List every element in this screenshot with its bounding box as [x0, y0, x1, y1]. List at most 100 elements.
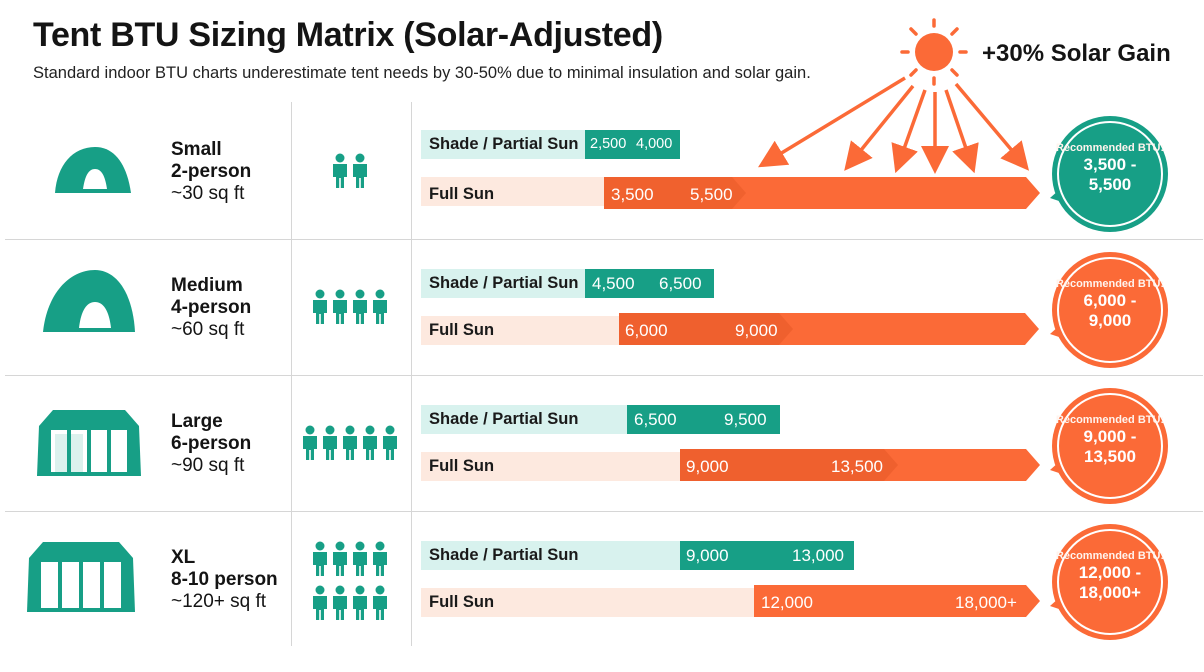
person-icon	[383, 425, 397, 460]
person-icon	[353, 585, 367, 620]
full-sun-category-label: Full Sun	[429, 185, 495, 203]
tent-size-name: Large	[171, 411, 223, 432]
tent-size-name: Medium	[171, 275, 243, 296]
person-icon	[373, 585, 387, 620]
shade-category-label: Shade / Partial Sun	[429, 410, 579, 428]
tent-size-name: XL	[171, 547, 196, 568]
shade-high-value: 9,500	[724, 410, 767, 429]
full-sun-high-value: 5,500	[690, 185, 733, 204]
row-divider	[5, 511, 1203, 512]
person-icon	[373, 289, 387, 324]
person-icon	[313, 289, 327, 324]
shade-bar-background	[421, 405, 627, 434]
person-icon	[333, 289, 347, 324]
full-sun-low-value: 3,500	[611, 185, 654, 204]
tent-info: Medium 4-person ~60 sq ft	[171, 275, 251, 341]
solar-gain-label: +30% Solar Gain	[982, 40, 1171, 67]
full-sun-range-bar	[619, 313, 1039, 345]
full-sun-high-value: 9,000	[735, 321, 778, 340]
full-sun-range-bar	[754, 585, 1040, 617]
people-icons	[313, 289, 393, 338]
person-icon	[353, 289, 367, 324]
full-sun-low-value: 6,000	[625, 321, 668, 340]
person-icon	[353, 541, 367, 576]
full-sun-category-label: Full Sun	[429, 457, 495, 475]
person-icon	[333, 153, 347, 188]
recommended-text: Recommended BTU: 6,000 -9,000	[1055, 278, 1165, 331]
tent-capacity: 8-10 person	[171, 569, 278, 590]
tent-area: ~30 sq ft	[171, 183, 245, 204]
tent-info: Small 2-person ~30 sq ft	[171, 139, 251, 205]
chart-title: Tent BTU Sizing Matrix (Solar-Adjusted)	[33, 16, 663, 54]
person-icon	[303, 425, 317, 460]
recommended-label: Recommended BTU:	[1055, 414, 1165, 426]
recommended-value: 9,000 -13,500	[1083, 427, 1137, 466]
shade-high-value: 4,000	[636, 136, 673, 152]
person-icon	[373, 541, 387, 576]
full-sun-low-value: 12,000	[761, 593, 813, 612]
people-icons	[333, 153, 373, 202]
person-icon	[313, 541, 327, 576]
people-icons	[303, 425, 403, 474]
person-icon	[333, 585, 347, 620]
shade-bar-background	[421, 130, 585, 159]
recommended-badge	[1050, 524, 1168, 640]
chart-subtitle: Standard indoor BTU charts underestimate…	[33, 64, 811, 82]
tent-area: ~120+ sq ft	[171, 591, 267, 612]
shade-bar-background	[421, 269, 585, 298]
full-sun-bar-background	[421, 316, 621, 345]
shade-range-bar	[585, 130, 680, 159]
tent-info: XL 8-10 person ~120+ sq ft	[171, 547, 278, 613]
shade-range-bar	[680, 541, 854, 570]
full-sun-category-label: Full Sun	[429, 593, 495, 611]
shade-low-value: 9,000	[686, 546, 729, 565]
full-sun-high-value: 18,000+	[955, 593, 1017, 612]
recommended-badge	[1050, 388, 1168, 504]
recommended-text: Recommended BTU: 9,000 -13,500	[1055, 414, 1165, 467]
full-sun-bar-background	[421, 177, 605, 206]
column-divider	[411, 102, 412, 646]
recommended-label: Recommended BTU:	[1055, 550, 1165, 562]
recommended-label: Recommended BTU:	[1055, 142, 1165, 154]
sun-icon	[900, 18, 968, 86]
tent-info: Large 6-person ~90 sq ft	[171, 411, 251, 477]
shade-category-label: Shade / Partial Sun	[429, 135, 579, 153]
recommended-badge	[1050, 116, 1168, 232]
shade-bar-background	[421, 541, 681, 570]
tent-capacity: 2-person	[171, 161, 252, 182]
tent-capacity: 4-person	[171, 297, 252, 318]
tent-area: ~60 sq ft	[171, 319, 245, 340]
shade-category-label: Shade / Partial Sun	[429, 274, 579, 292]
shade-range-bar	[585, 269, 714, 298]
shade-high-value: 6,500	[659, 274, 702, 293]
shade-high-value: 13,000	[792, 546, 844, 565]
solar-rays	[758, 76, 1030, 174]
recommended-value: 12,000 -18,000+	[1078, 563, 1142, 602]
shade-category-label: Shade / Partial Sun	[429, 546, 579, 564]
dome-tent-icon	[43, 270, 135, 332]
row-divider	[5, 239, 1203, 240]
cabin-tent-icon	[37, 410, 141, 476]
tent-size-name: Small	[171, 139, 222, 160]
people-icons	[313, 541, 393, 634]
recommended-value: 6,000 -9,000	[1083, 291, 1137, 330]
person-icon	[323, 425, 337, 460]
full-sun-bar-background	[421, 588, 757, 617]
tent-capacity: 6-person	[171, 433, 252, 454]
full-sun-low-value: 9,000	[686, 457, 729, 476]
shade-low-value: 6,500	[634, 410, 677, 429]
recommended-label: Recommended BTU:	[1055, 278, 1165, 290]
tent-area: ~90 sq ft	[171, 455, 245, 476]
recommended-text: Recommended BTU: 3,500 -5,500	[1055, 142, 1165, 195]
shade-low-value: 4,500	[592, 274, 635, 293]
cabin-tent-icon	[27, 542, 135, 612]
recommended-badge	[1050, 252, 1168, 368]
column-divider	[291, 102, 292, 646]
full-sun-range-bar	[680, 449, 1040, 481]
recommended-value: 3,500 -5,500	[1083, 155, 1137, 194]
full-sun-category-label: Full Sun	[429, 321, 495, 339]
full-sun-range-bar	[604, 177, 1040, 209]
person-icon	[353, 153, 367, 188]
dome-tent-icon	[55, 147, 131, 193]
